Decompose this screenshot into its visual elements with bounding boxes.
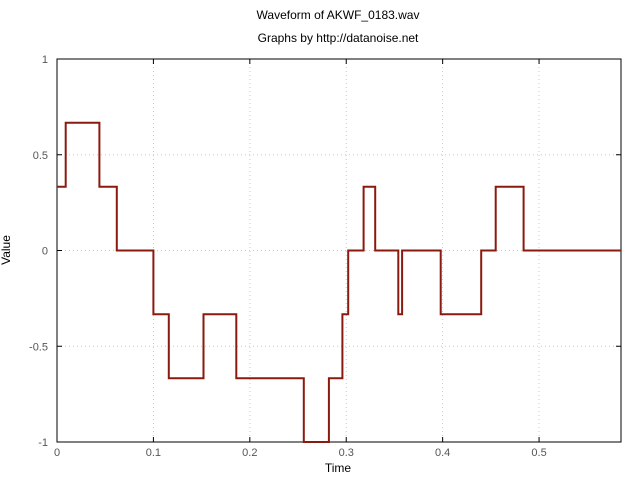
x-tick-label: 0.1: [146, 447, 161, 459]
axis-ticks: 0 0.1 0.2 0.3 0.4 0.5 1 0.5 0 -0.5 -1: [29, 54, 621, 459]
y-axis-label: Value: [0, 235, 13, 265]
y-tick-label: 0.5: [33, 150, 48, 162]
series-group: [57, 121, 621, 443]
chart-title: Waveform of AKWF_0183.wav: [257, 8, 420, 22]
x-tick-label: 0.4: [435, 447, 450, 459]
y-tick-label: -0.5: [29, 341, 48, 353]
y-tick-label: -1: [38, 437, 48, 449]
x-tick-label: 0.5: [531, 447, 546, 459]
waveform-series-line: [57, 121, 621, 443]
y-tick-label: 1: [42, 54, 48, 66]
x-tick-label: 0.2: [242, 447, 257, 459]
y-tick-label: 0: [42, 246, 48, 258]
x-tick-label: 0.3: [339, 447, 354, 459]
x-tick-label: 0: [54, 447, 60, 459]
chart-subtitle: Graphs by http://datanoise.net: [258, 31, 419, 45]
x-axis-label: Time: [325, 461, 352, 475]
